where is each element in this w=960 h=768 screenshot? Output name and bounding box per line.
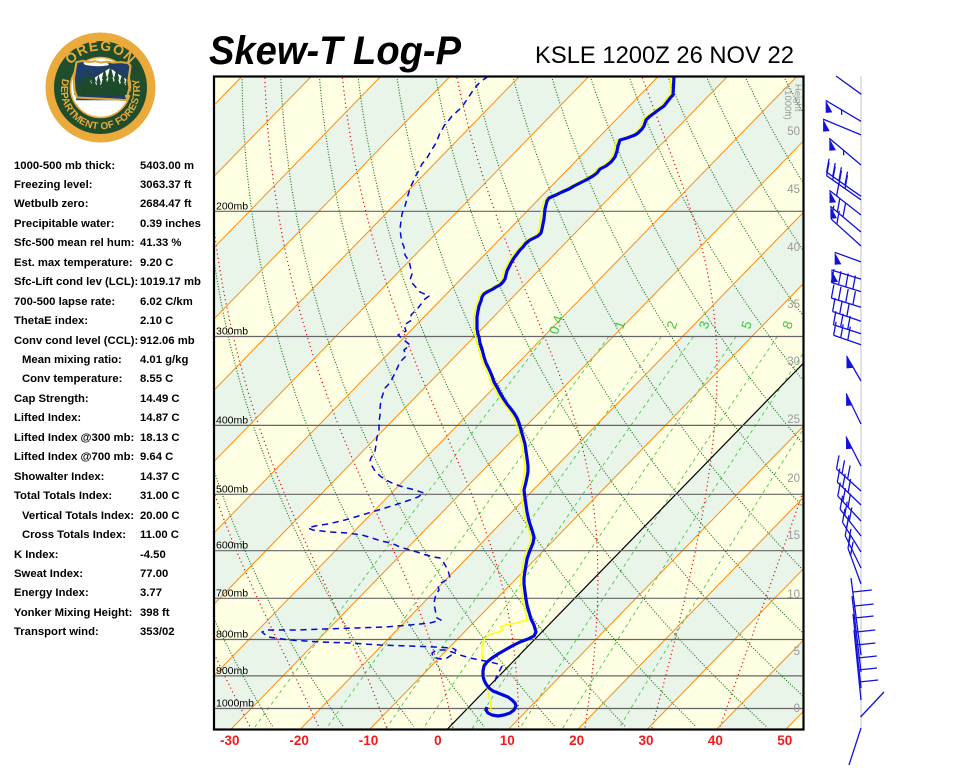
svg-text:400mb: 400mb — [216, 414, 248, 426]
svg-text:2: 2 — [664, 319, 681, 331]
svg-text:0: 0 — [794, 703, 800, 715]
svg-text:700mb: 700mb — [216, 587, 248, 599]
svg-text:20: 20 — [787, 473, 800, 485]
svg-text:200mb: 200mb — [216, 200, 248, 212]
svg-text:10: 10 — [787, 589, 800, 601]
svg-text:1: 1 — [612, 319, 629, 331]
svg-text:800mb: 800mb — [216, 629, 248, 641]
svg-text:1000mb: 1000mb — [216, 698, 254, 710]
svg-text:5: 5 — [738, 319, 755, 331]
svg-text:5: 5 — [794, 646, 800, 658]
svg-text:25: 25 — [787, 414, 800, 426]
svg-text:900mb: 900mb — [216, 665, 248, 677]
svg-text:(1000ft): (1000ft) — [782, 87, 793, 120]
svg-text:15: 15 — [787, 530, 800, 542]
svg-text:40: 40 — [787, 242, 800, 254]
svg-text:500mb: 500mb — [216, 483, 248, 495]
svg-text:45: 45 — [787, 184, 800, 196]
svg-text:Height: Height — [792, 84, 803, 112]
svg-text:600mb: 600mb — [216, 540, 248, 552]
svg-text:300mb: 300mb — [216, 326, 248, 338]
svg-text:50: 50 — [787, 126, 800, 138]
svg-text:30: 30 — [787, 356, 800, 368]
svg-text:35: 35 — [787, 299, 800, 311]
svg-text:8: 8 — [779, 319, 796, 331]
svg-text:0.4: 0.4 — [546, 313, 566, 336]
svg-text:3: 3 — [696, 319, 713, 331]
